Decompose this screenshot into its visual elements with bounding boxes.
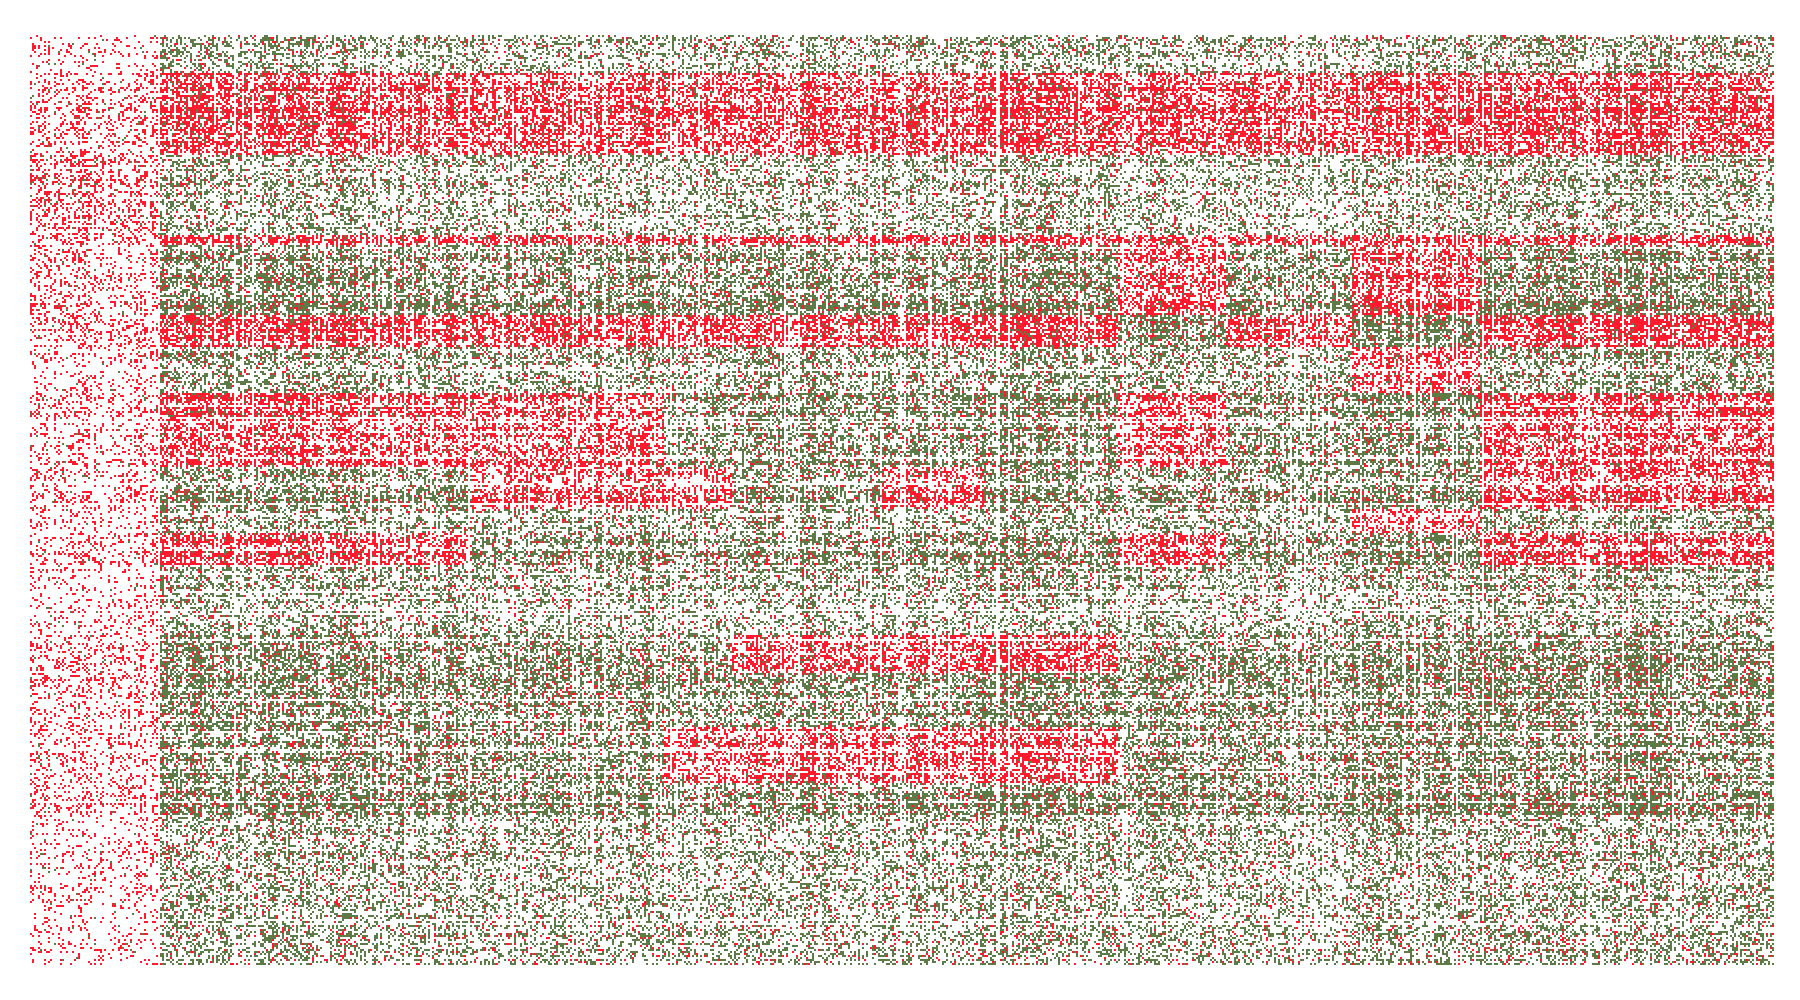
heatmap-cells (30, 35, 1775, 965)
